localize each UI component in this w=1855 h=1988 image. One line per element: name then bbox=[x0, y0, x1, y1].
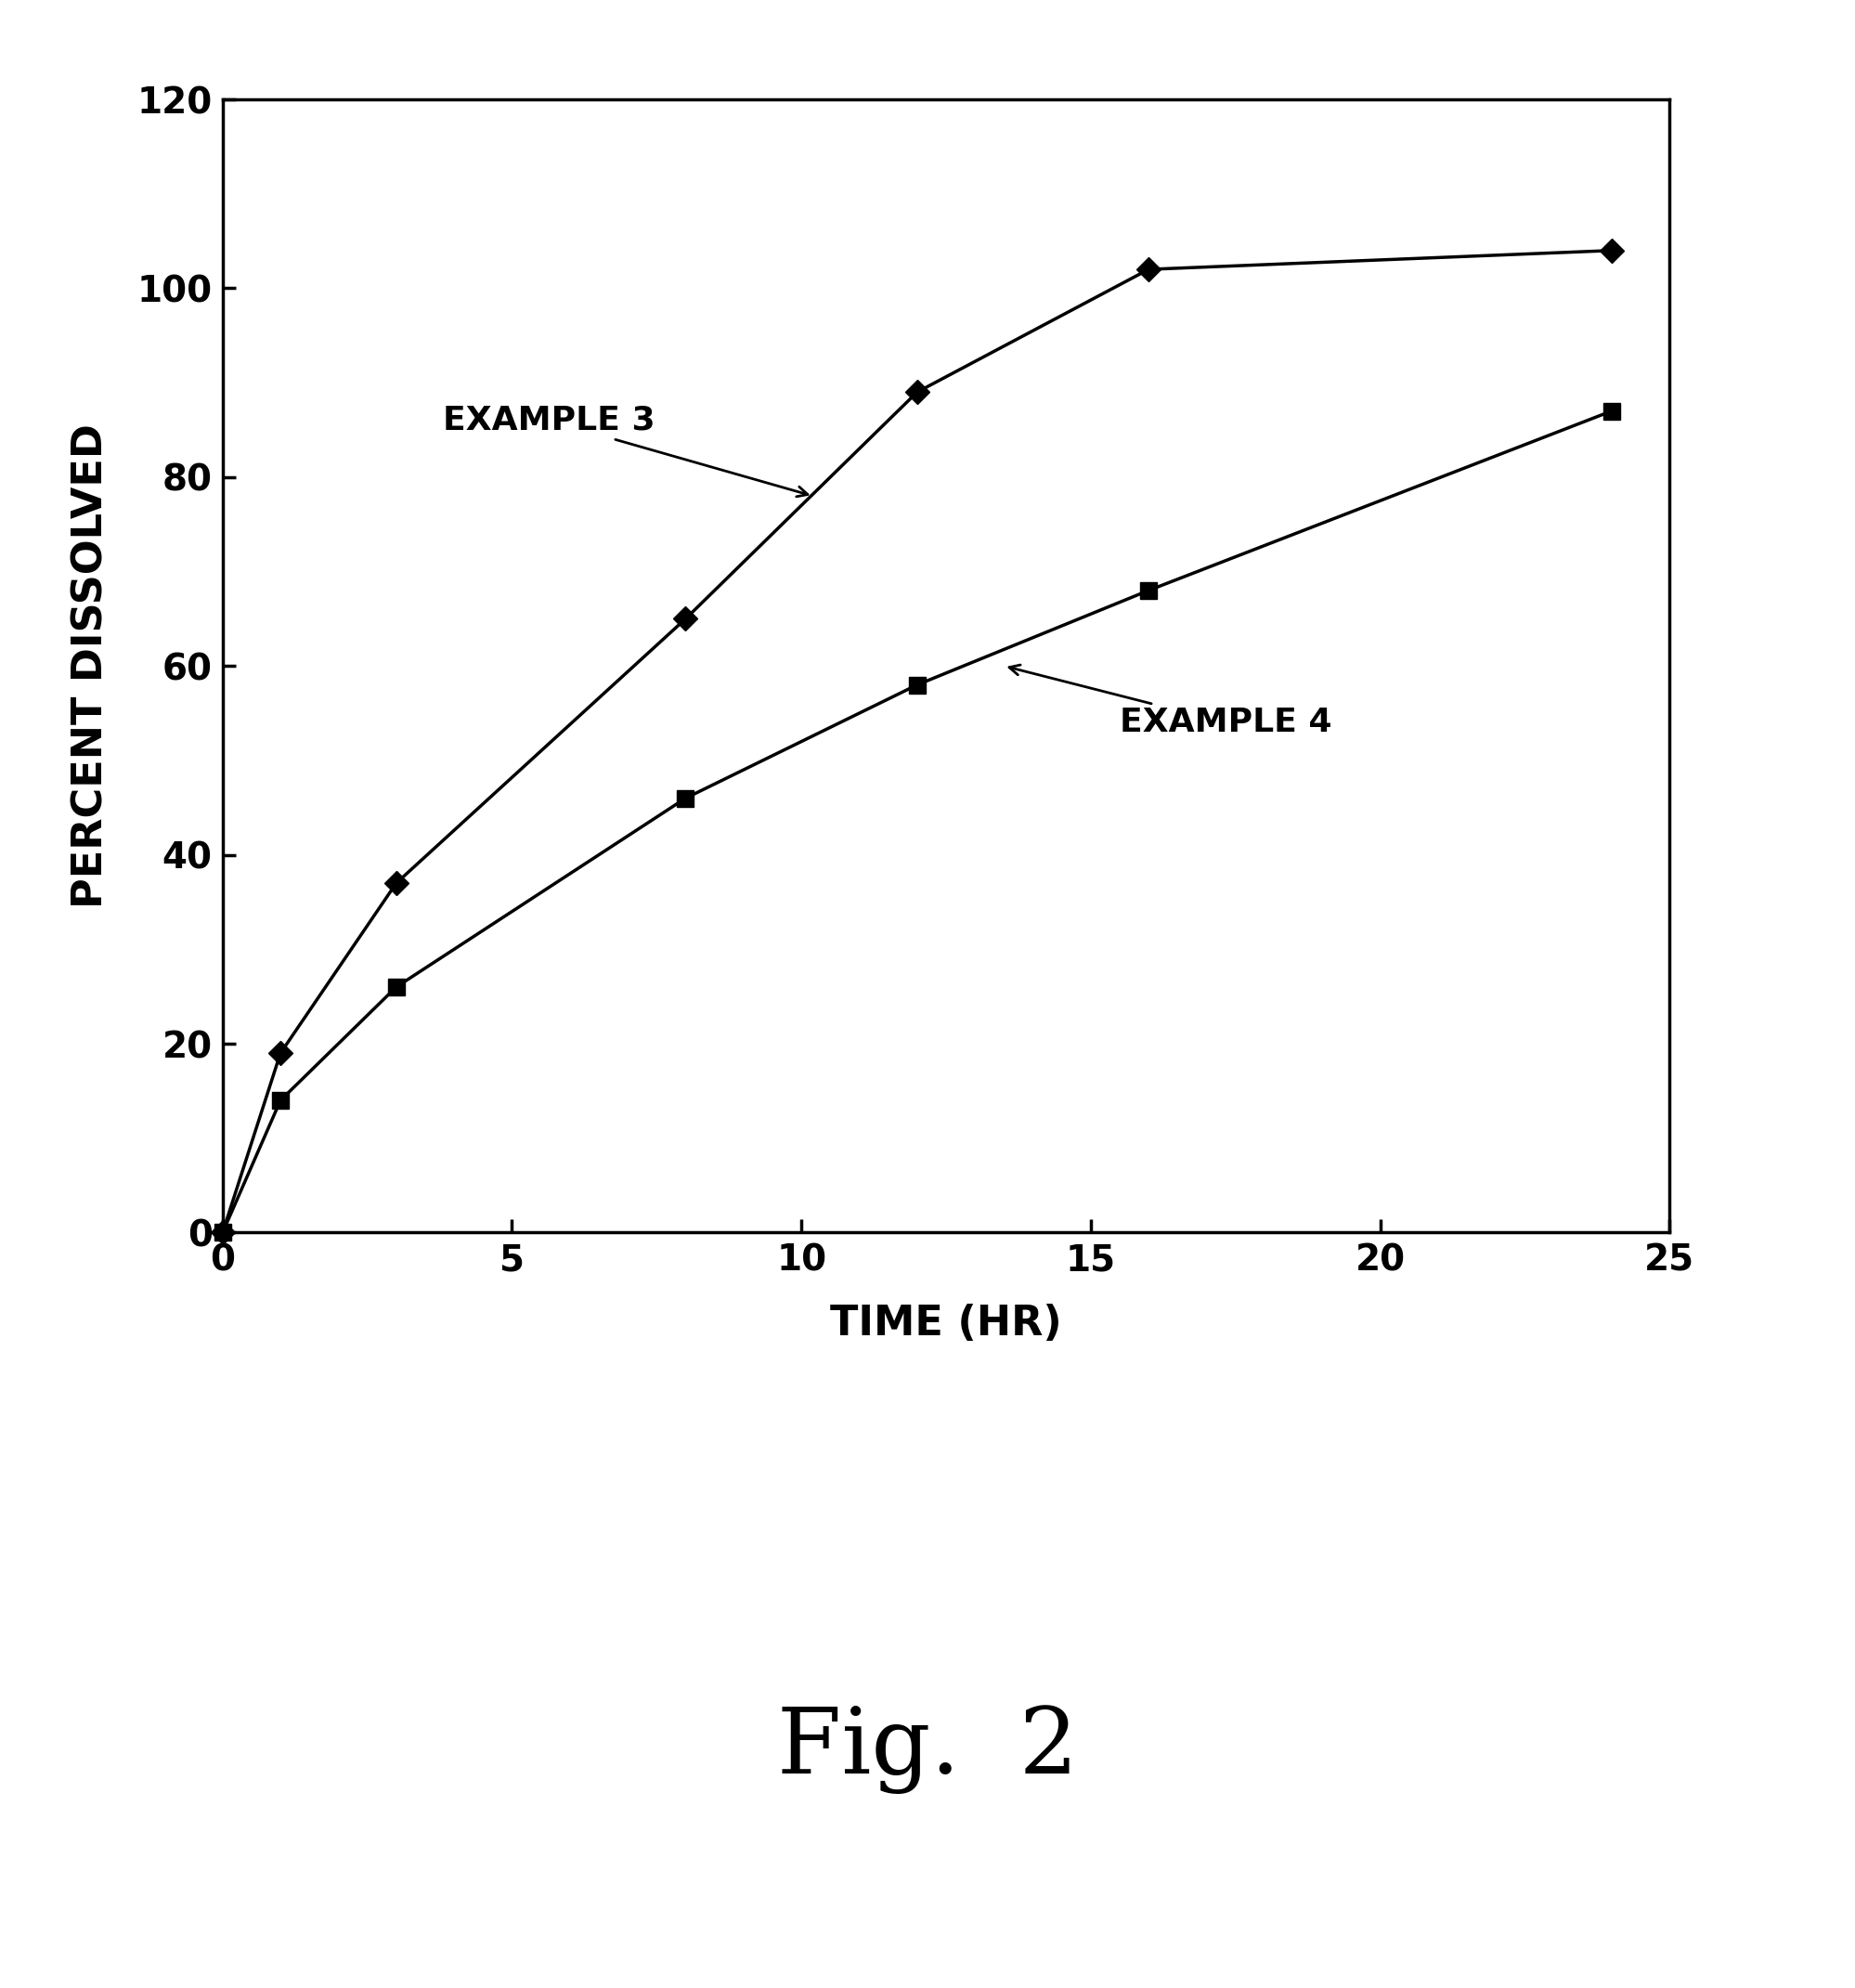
X-axis label: TIME (HR): TIME (HR) bbox=[831, 1304, 1061, 1344]
Text: EXAMPLE 3: EXAMPLE 3 bbox=[443, 406, 807, 497]
Text: Fig.  2: Fig. 2 bbox=[777, 1706, 1078, 1793]
Text: EXAMPLE 4: EXAMPLE 4 bbox=[1009, 664, 1332, 738]
Y-axis label: PERCENT DISSOLVED: PERCENT DISSOLVED bbox=[70, 423, 111, 909]
